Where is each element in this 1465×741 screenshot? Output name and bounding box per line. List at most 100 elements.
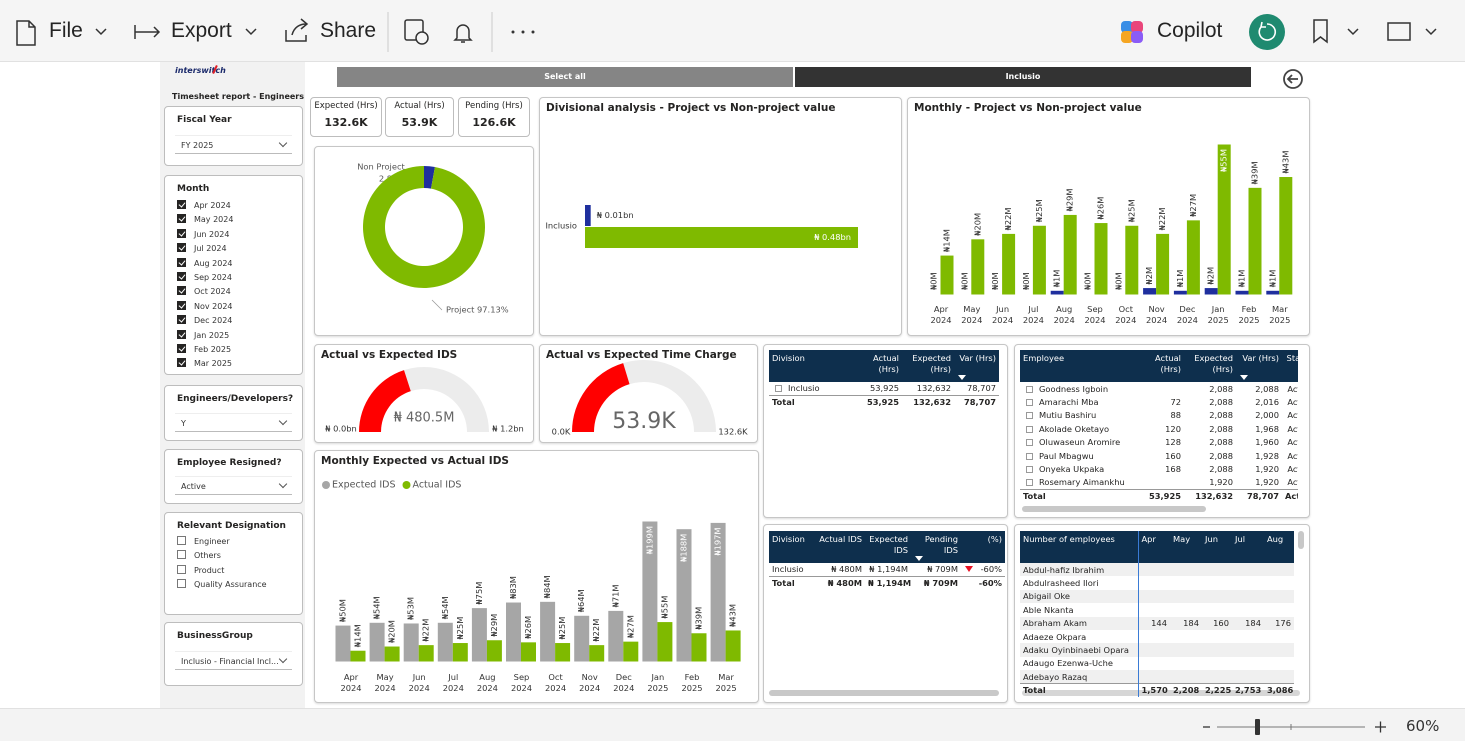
- slicer-option[interactable]: Jun 2024: [177, 228, 229, 241]
- back-button[interactable]: [1282, 68, 1304, 90]
- select-all-button[interactable]: Select all: [337, 67, 793, 87]
- checkbox[interactable]: [177, 358, 186, 368]
- table-cell: Abigail Oke: [1020, 589, 1139, 604]
- column-header[interactable]: Actual IDS: [815, 531, 865, 563]
- slicer-option[interactable]: Product: [177, 564, 224, 577]
- slicer-option[interactable]: Jan 2025: [177, 329, 229, 342]
- slicer-option[interactable]: May 2024: [177, 214, 233, 226]
- data-label: ₦1M: [1237, 270, 1247, 288]
- column-header[interactable]: Expected (Hrs): [902, 350, 954, 382]
- column-header[interactable]: Division: [769, 531, 815, 563]
- slider-thumb[interactable]: [1255, 719, 1260, 735]
- file-menu[interactable]: File: [49, 19, 83, 42]
- slicer-option[interactable]: Quality Assurance: [177, 579, 267, 591]
- slicer-option[interactable]: Oct 2024: [177, 286, 231, 298]
- column-header[interactable]: Jun: [1202, 531, 1232, 563]
- checkbox[interactable]: [177, 243, 186, 253]
- column-header[interactable]: Var (Hrs): [954, 350, 999, 382]
- slicer-option[interactable]: Sep 2024: [177, 272, 232, 284]
- slicer-option[interactable]: Others: [177, 550, 221, 562]
- slicer-option[interactable]: Apr 2024: [177, 200, 231, 212]
- column-header[interactable]: Actual (Hrs): [1136, 350, 1184, 382]
- data-label: ₦55M: [659, 596, 669, 619]
- slicer-option[interactable]: Feb 2025: [177, 344, 231, 356]
- zoom-in[interactable]: [1375, 721, 1386, 733]
- cell-text: 128: [1165, 437, 1181, 448]
- zoom-slider[interactable]: [1195, 709, 1395, 741]
- checkbox[interactable]: [177, 564, 186, 574]
- dropdown[interactable]: Inclusio - Financial Incl...: [175, 651, 292, 670]
- expand-icon[interactable]: [1026, 399, 1033, 407]
- expand-icon[interactable]: [1026, 439, 1033, 447]
- expand-icon[interactable]: [1026, 412, 1033, 420]
- x-tick-label: Oct 2024: [1115, 304, 1137, 325]
- division-button[interactable]: Inclusio: [795, 67, 1251, 87]
- column-header[interactable]: Apr: [1138, 531, 1170, 563]
- dropdown[interactable]: FY 2025: [175, 135, 292, 154]
- share-button[interactable]: Share: [320, 19, 377, 42]
- column-header[interactable]: Pending IDS: [911, 531, 961, 563]
- checkbox[interactable]: [177, 272, 186, 281]
- dropdown[interactable]: Y: [175, 413, 292, 432]
- slicer[interactable]: Month Apr 2024 May 2024 Jun 2024 Jul 2024 Au…: [164, 175, 303, 375]
- column-header[interactable]: Jul: [1232, 531, 1264, 563]
- column-header[interactable]: May: [1170, 531, 1202, 563]
- column-header[interactable]: Expected IDS: [865, 531, 911, 563]
- data-label: ₦84M: [542, 575, 552, 598]
- column-header[interactable]: Aug: [1264, 531, 1294, 563]
- column-header[interactable]: Var (Hrs): [1236, 350, 1282, 382]
- checkbox[interactable]: [177, 579, 186, 589]
- refresh-button[interactable]: [1249, 14, 1285, 50]
- scrollbar[interactable]: [1298, 531, 1304, 549]
- slicer-option[interactable]: Mar 2025: [177, 358, 232, 370]
- column-header[interactable]: Actual (Hrs): [854, 350, 902, 382]
- scrollbar[interactable]: [1022, 506, 1206, 512]
- column-header[interactable]: Expected (Hrs): [1184, 350, 1236, 382]
- bookmark-icon[interactable]: [1313, 19, 1328, 44]
- slicer[interactable]: Employee Resigned? Active: [164, 449, 303, 504]
- expand-icon[interactable]: [1026, 385, 1033, 393]
- checkbox[interactable]: [177, 315, 186, 325]
- expand-icon[interactable]: [1026, 425, 1033, 433]
- slicer-option[interactable]: Nov 2024: [177, 300, 233, 313]
- column-header[interactable]: Employee: [1020, 350, 1136, 382]
- checkbox[interactable]: [177, 286, 186, 296]
- kpi-title: Expected (Hrs): [314, 101, 378, 111]
- checkbox[interactable]: [177, 257, 186, 267]
- expand-icon[interactable]: [1026, 479, 1033, 487]
- scrollbar[interactable]: [769, 690, 999, 696]
- slicer-option[interactable]: Engineer: [177, 536, 230, 548]
- checkbox[interactable]: [177, 344, 186, 353]
- column-header[interactable]: Division: [769, 350, 854, 382]
- cell-text: 2,225: [1205, 685, 1232, 696]
- slicer[interactable]: Fiscal Year FY 2025: [164, 106, 303, 166]
- slicer-option[interactable]: Jul 2024: [177, 243, 227, 255]
- column-header[interactable]: Status: [1282, 350, 1298, 382]
- column-header[interactable]: (%): [961, 531, 1005, 563]
- expand-icon[interactable]: [775, 385, 782, 393]
- column-header[interactable]: Number of employees: [1020, 531, 1139, 563]
- scrollbar[interactable]: [1022, 690, 1300, 696]
- checkbox[interactable]: [177, 228, 186, 238]
- export-menu[interactable]: Export: [171, 19, 232, 42]
- dropdown[interactable]: Active: [175, 476, 292, 495]
- checkbox[interactable]: [177, 329, 186, 339]
- expand-icon[interactable]: [1026, 466, 1033, 474]
- table-row: Inclusio 53,925 132,632 78,707: [769, 382, 999, 395]
- copilot-button[interactable]: Copilot: [1157, 19, 1223, 42]
- slicer[interactable]: Engineers/Developers? Y: [164, 385, 303, 441]
- checkbox[interactable]: [177, 214, 186, 224]
- view-icon[interactable]: [1387, 22, 1411, 41]
- slicer[interactable]: Relevant Designation Engineer Others Produ…: [164, 512, 303, 615]
- checkbox[interactable]: [177, 536, 186, 545]
- cell-text: ₦ 480M: [831, 564, 862, 575]
- slicer[interactable]: BusinessGroup Inclusio - Financial Incl.…: [164, 622, 303, 686]
- slicer-option[interactable]: Aug 2024: [177, 257, 233, 270]
- table-cell: [1170, 590, 1202, 603]
- checkbox[interactable]: [177, 200, 186, 209]
- table-cell: 1,920: [1236, 476, 1282, 489]
- slicer-option[interactable]: Dec 2024: [177, 315, 232, 327]
- checkbox[interactable]: [177, 550, 186, 560]
- checkbox[interactable]: [177, 300, 186, 310]
- expand-icon[interactable]: [1026, 452, 1033, 460]
